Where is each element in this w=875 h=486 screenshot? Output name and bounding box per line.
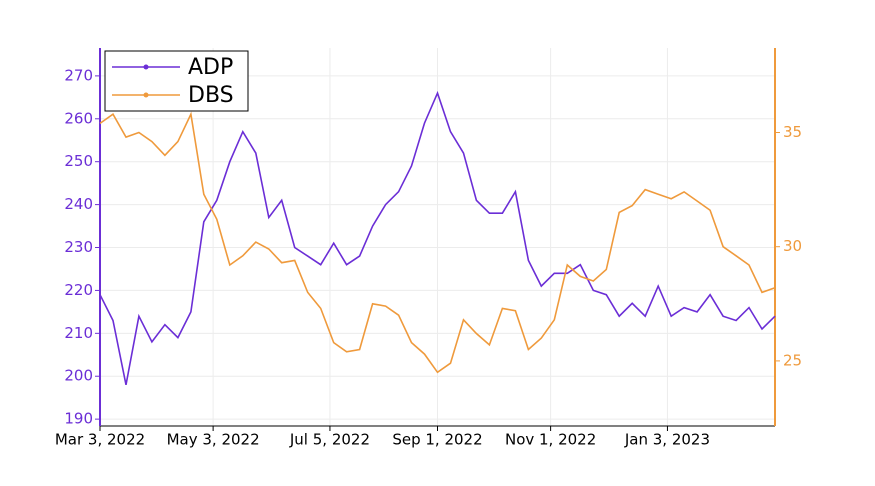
- legend-label: ADP: [188, 55, 233, 80]
- legend-label: DBS: [188, 83, 234, 108]
- series-line: [99, 90, 776, 385]
- x-tick-label: Sep 1, 2022: [392, 431, 482, 449]
- series-line: [99, 111, 776, 374]
- y-tick-label: 230: [64, 238, 93, 256]
- x-tick-label: Mar 3, 2022: [55, 431, 145, 449]
- y-tick-label: 270: [64, 66, 93, 84]
- y-tick-label: 200: [64, 367, 93, 385]
- legend-box: [104, 50, 249, 112]
- y-tick-label: 190: [64, 410, 93, 428]
- y-tick-label: 210: [64, 324, 93, 342]
- y2-tick-label: 25: [783, 351, 802, 369]
- x-tick-label: Jul 5, 2022: [289, 431, 370, 449]
- y-tick-label: 260: [64, 109, 93, 127]
- legend-marker: [143, 64, 149, 70]
- x-tick-label: May 3, 2022: [167, 431, 260, 449]
- x-tick-label: Jan 3, 2023: [624, 431, 710, 449]
- x-tick-label: Nov 1, 2022: [505, 431, 596, 449]
- legend-marker: [143, 92, 149, 98]
- y-tick-label: 250: [64, 152, 93, 170]
- y2-tick-label: 30: [783, 237, 802, 255]
- y-tick-label: 220: [64, 281, 93, 299]
- y2-tick-label: 35: [783, 123, 802, 141]
- y-tick-label: 240: [64, 195, 93, 213]
